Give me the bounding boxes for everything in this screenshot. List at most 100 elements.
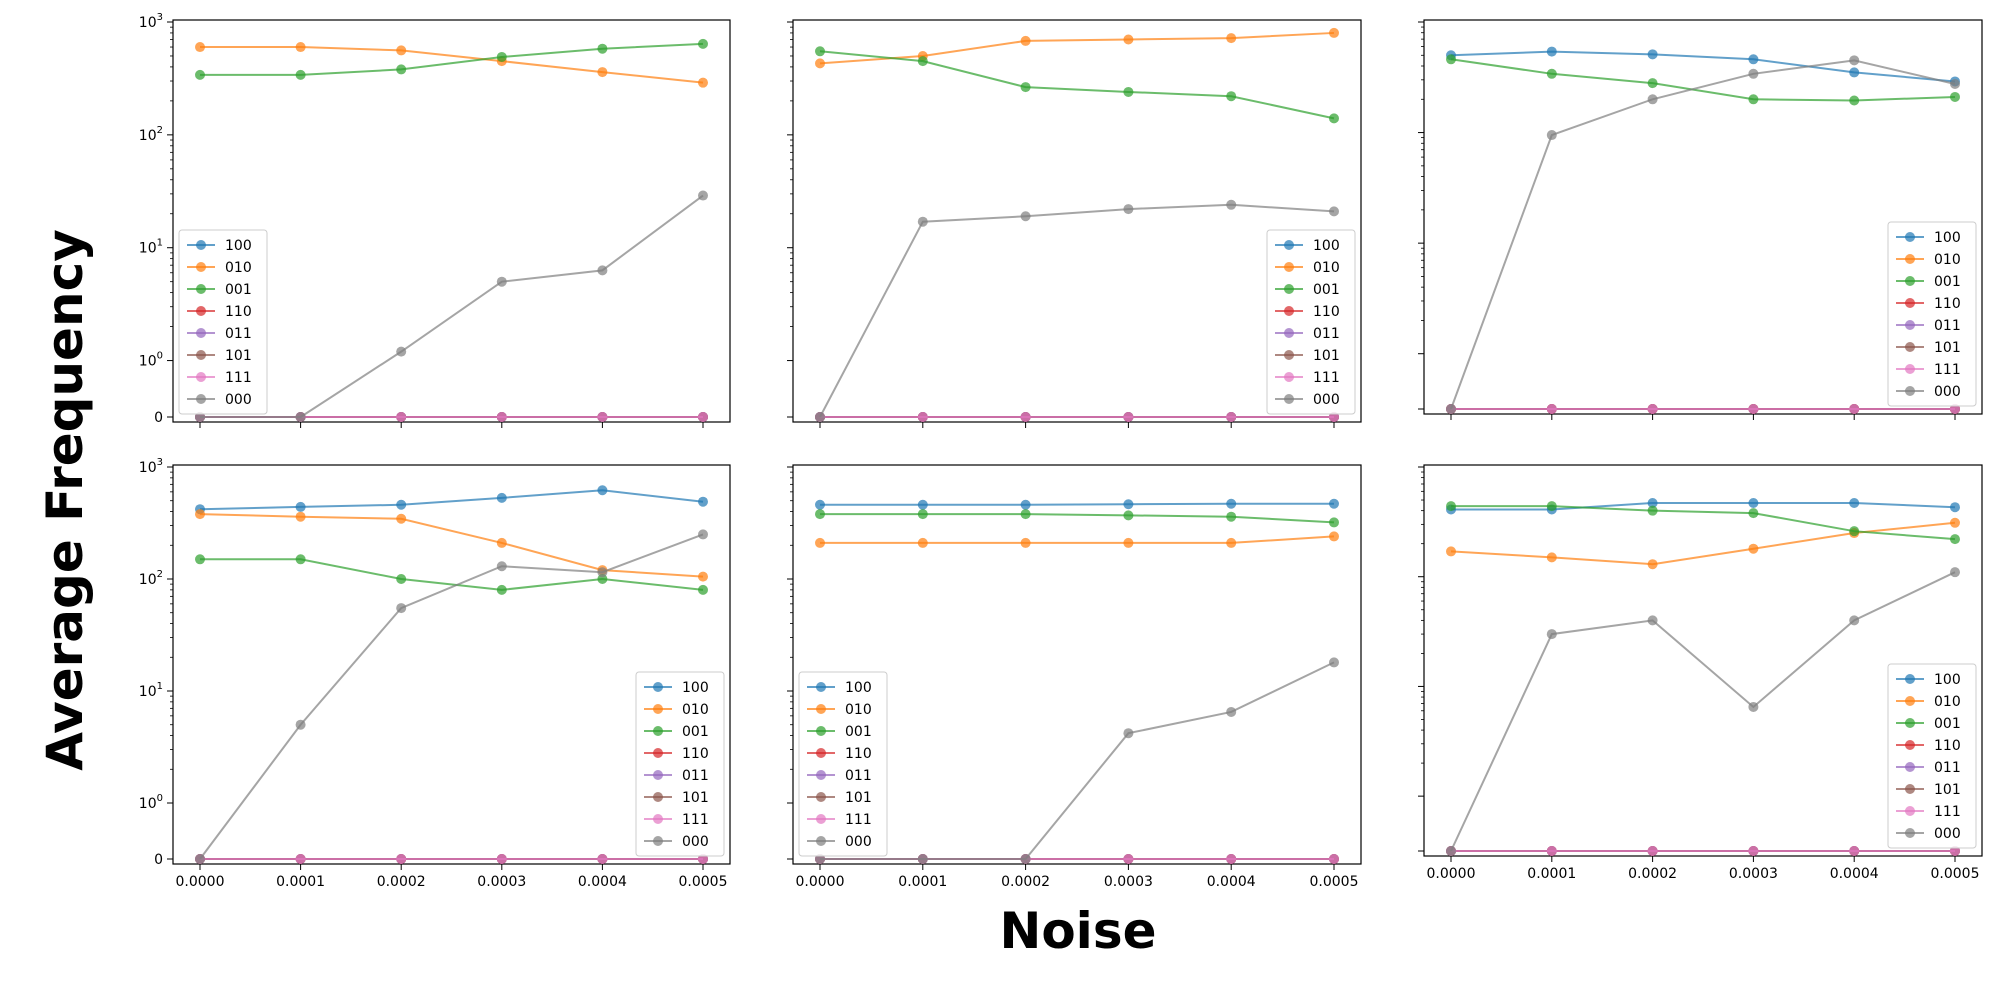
data-point-111 — [396, 412, 407, 422]
legend-marker — [1905, 254, 1915, 264]
legend-label: 110 — [682, 746, 709, 762]
subplots: 0100101102103100010001110011101111000100… — [139, 12, 1983, 890]
data-point-000 — [1123, 728, 1134, 739]
data-point-000 — [1950, 78, 1960, 89]
data-point-001 — [295, 69, 306, 80]
data-point-111 — [496, 854, 507, 864]
data-point-001 — [496, 51, 507, 62]
legend-marker — [653, 704, 663, 714]
data-point-010 — [1748, 543, 1759, 554]
data-point-100 — [1647, 49, 1658, 60]
x-tick-label: 0.0002 — [1001, 874, 1050, 890]
data-point-111 — [597, 854, 608, 864]
series-line-000 — [820, 661, 1335, 860]
x-tick-label: 0.0004 — [1830, 866, 1879, 882]
x-tick-label: 0.0005 — [1931, 866, 1980, 882]
data-point-010 — [496, 537, 507, 548]
legend-marker — [816, 792, 826, 802]
data-point-000 — [1329, 206, 1339, 217]
data-point-000 — [1748, 701, 1759, 712]
legend-marker — [1284, 394, 1294, 404]
axes-frame — [172, 464, 731, 865]
data-point-111 — [396, 854, 407, 864]
series-line-001 — [1451, 505, 1956, 541]
data-point-001 — [396, 64, 407, 75]
legend-label: 011 — [1934, 318, 1961, 334]
axes-frame — [172, 19, 731, 423]
data-point-000 — [815, 412, 825, 422]
x-tick-label: 0.0004 — [1207, 874, 1256, 890]
data-point-100 — [1329, 498, 1339, 509]
legend-marker — [1284, 262, 1294, 272]
legend-marker — [1284, 306, 1294, 316]
data-point-010 — [815, 537, 825, 548]
data-point-000 — [1748, 68, 1759, 79]
data-point-111 — [1546, 846, 1557, 856]
legend-label: 010 — [225, 260, 252, 276]
legend-label: 100 — [682, 680, 709, 696]
subplot-6: 0.0000 0.0001 0.0002 0.0003 0.0004 0.0005 100 0… — [1418, 464, 1983, 882]
x-tick-label: 0.0003 — [477, 874, 526, 890]
data-point-111 — [1329, 854, 1339, 864]
data-point-100 — [1546, 46, 1557, 57]
data-point-000 — [698, 190, 708, 201]
data-point-001 — [1647, 78, 1658, 89]
legend-marker — [1284, 240, 1294, 250]
data-point-010 — [698, 571, 708, 582]
data-point-001 — [698, 584, 708, 595]
data-point-000 — [396, 346, 407, 357]
data-point-111 — [1123, 412, 1134, 422]
legend-label: 001 — [1313, 282, 1340, 298]
data-point-001 — [815, 46, 825, 57]
legend-marker — [653, 726, 663, 736]
series-line-100 — [820, 502, 1334, 506]
data-point-010 — [815, 58, 825, 69]
legend-label: 100 — [225, 238, 252, 254]
data-point-001 — [815, 509, 825, 520]
legend-label: 010 — [1934, 694, 1961, 710]
data-point-001 — [195, 69, 205, 80]
y-tick-label: 101 — [139, 681, 163, 700]
legend-label: 100 — [1934, 230, 1961, 246]
data-point-001 — [1950, 91, 1960, 102]
series-line-001 — [1450, 58, 1956, 102]
data-point-000 — [917, 854, 928, 864]
data-point-000 — [295, 719, 306, 730]
legend-box — [178, 229, 268, 415]
y-tick-label: 101 — [139, 238, 163, 257]
data-point-010 — [1446, 546, 1456, 557]
data-point-100 — [917, 499, 928, 510]
data-point-010 — [1123, 34, 1134, 45]
data-point-100 — [295, 501, 306, 512]
y-tick-label: 103 — [139, 12, 163, 31]
legend-label: 000 — [682, 834, 709, 850]
legend-label: 100 — [1313, 238, 1340, 254]
data-point-111 — [917, 412, 928, 422]
series-line-000 — [1450, 571, 1956, 852]
data-point-000 — [698, 529, 708, 540]
series-line-000 — [200, 194, 704, 418]
data-point-111 — [1226, 412, 1237, 422]
data-point-111 — [1748, 404, 1759, 414]
axes-frame — [792, 19, 1362, 423]
series-line-010 — [200, 46, 704, 84]
data-point-000 — [597, 567, 608, 578]
data-point-001 — [1329, 517, 1339, 528]
series-line-000 — [199, 533, 704, 860]
y-tick-label: 0 — [154, 852, 163, 868]
data-point-001 — [698, 38, 708, 49]
legend-label: 001 — [225, 282, 252, 298]
y-tick-label: 100 — [139, 793, 163, 812]
legend-label: 010 — [682, 702, 709, 718]
data-point-000 — [597, 265, 608, 276]
data-point-111 — [295, 854, 306, 864]
legend-label: 010 — [845, 702, 872, 718]
legend-marker — [1905, 232, 1915, 242]
data-point-000 — [1020, 211, 1031, 222]
data-point-000 — [295, 412, 306, 422]
figure-xlabel: Noise — [999, 902, 1156, 960]
legend-marker — [196, 262, 206, 272]
legend-marker — [816, 770, 826, 780]
legend-label: 010 — [1934, 252, 1961, 268]
legend: 100 010 001 110 011 101 111 000 — [178, 229, 268, 415]
